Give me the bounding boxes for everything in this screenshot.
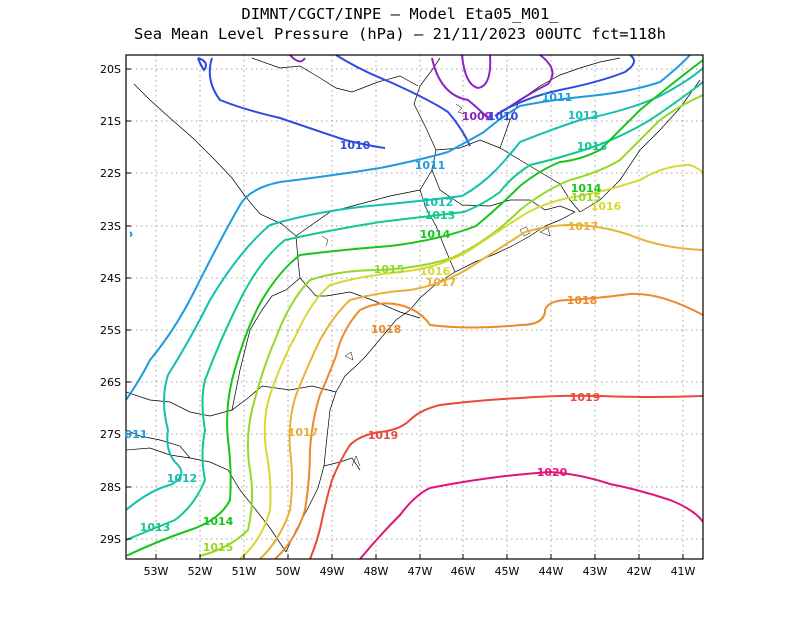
isobar-label: 1012: [423, 196, 454, 209]
isobar-label: 1014: [203, 515, 234, 528]
isobar-label: 1015: [571, 191, 602, 204]
lon-label: 48W: [364, 565, 389, 578]
lon-label: 50W: [276, 565, 301, 578]
isobar-label: 1012: [568, 109, 599, 122]
lat-label: 23S: [100, 220, 121, 233]
isobar-label: 1017: [568, 220, 599, 233]
isobar-label: 1018: [371, 323, 402, 336]
lat-label: 24S: [100, 272, 121, 285]
axis-ticks: [126, 68, 684, 559]
isobar-label: 1013: [140, 521, 171, 534]
isobar-label: 1013: [577, 140, 608, 153]
lon-label: 44W: [539, 565, 564, 578]
isobar-label: 011: [125, 428, 148, 441]
isobar-label: 1020: [537, 466, 568, 479]
isobar-label: 1019: [368, 429, 399, 442]
lat-label: 28S: [100, 481, 121, 494]
map-title-line1: DIMNT/CGCT/INPE – Model Eta05_M01_: [241, 5, 559, 23]
isobar-labels: 1010 1009 1010 1011 1011 011 1012 1012 1…: [125, 91, 622, 554]
isobar-label: 1012: [167, 472, 198, 485]
map-title-line2: Sea Mean Level Pressure (hPa) – 21/11/20…: [134, 25, 666, 43]
isobar-label: 1014: [571, 182, 602, 195]
lat-label: 22S: [100, 167, 121, 180]
isobar-label: 1010: [340, 139, 371, 152]
lon-label: 53W: [144, 565, 169, 578]
isobar-label: 1015: [374, 263, 405, 276]
isobar-label: 1013: [425, 209, 456, 222]
lon-label: 43W: [583, 565, 608, 578]
lon-label: 51W: [232, 565, 257, 578]
isobars: [126, 55, 703, 559]
lat-label: 21S: [100, 115, 121, 128]
lon-label: 41W: [671, 565, 696, 578]
isobar-label: 1017: [426, 276, 457, 289]
lon-label: 49W: [320, 565, 345, 578]
isobar-label: 1018: [567, 294, 598, 307]
lon-label: 46W: [451, 565, 476, 578]
isobar-label: 1014: [420, 228, 451, 241]
isobar-label: 1015: [203, 541, 234, 554]
lon-label: 42W: [627, 565, 652, 578]
lat-label: 20S: [100, 63, 121, 76]
isobar-label: 1011: [542, 91, 573, 104]
lon-label: 47W: [408, 565, 433, 578]
latitude-labels: 20S 21S 22S 23S 24S 25S 26S 27S 28S 29S: [100, 63, 121, 546]
lat-label: 25S: [100, 324, 121, 337]
lat-label: 26S: [100, 376, 121, 389]
graticule: [126, 55, 703, 559]
isobar-label: 1011: [415, 159, 446, 172]
isobar-label: 1016: [591, 200, 622, 213]
lon-label: 45W: [495, 565, 520, 578]
lon-label: 52W: [188, 565, 213, 578]
longitude-labels: 53W 52W 51W 50W 49W 48W 47W 46W 45W 44W …: [144, 565, 696, 578]
isobar-label: 1017: [288, 426, 319, 439]
lat-label: 29S: [100, 533, 121, 546]
isobar-label: 1019: [570, 391, 601, 404]
isobar-label: 1016: [420, 265, 451, 278]
isobar-label: 1009: [462, 110, 493, 123]
lat-label: 27S: [100, 428, 121, 441]
coastline-and-borders: [126, 57, 701, 553]
isobar-label: 1010: [488, 110, 519, 123]
map-frame: [125, 54, 704, 560]
